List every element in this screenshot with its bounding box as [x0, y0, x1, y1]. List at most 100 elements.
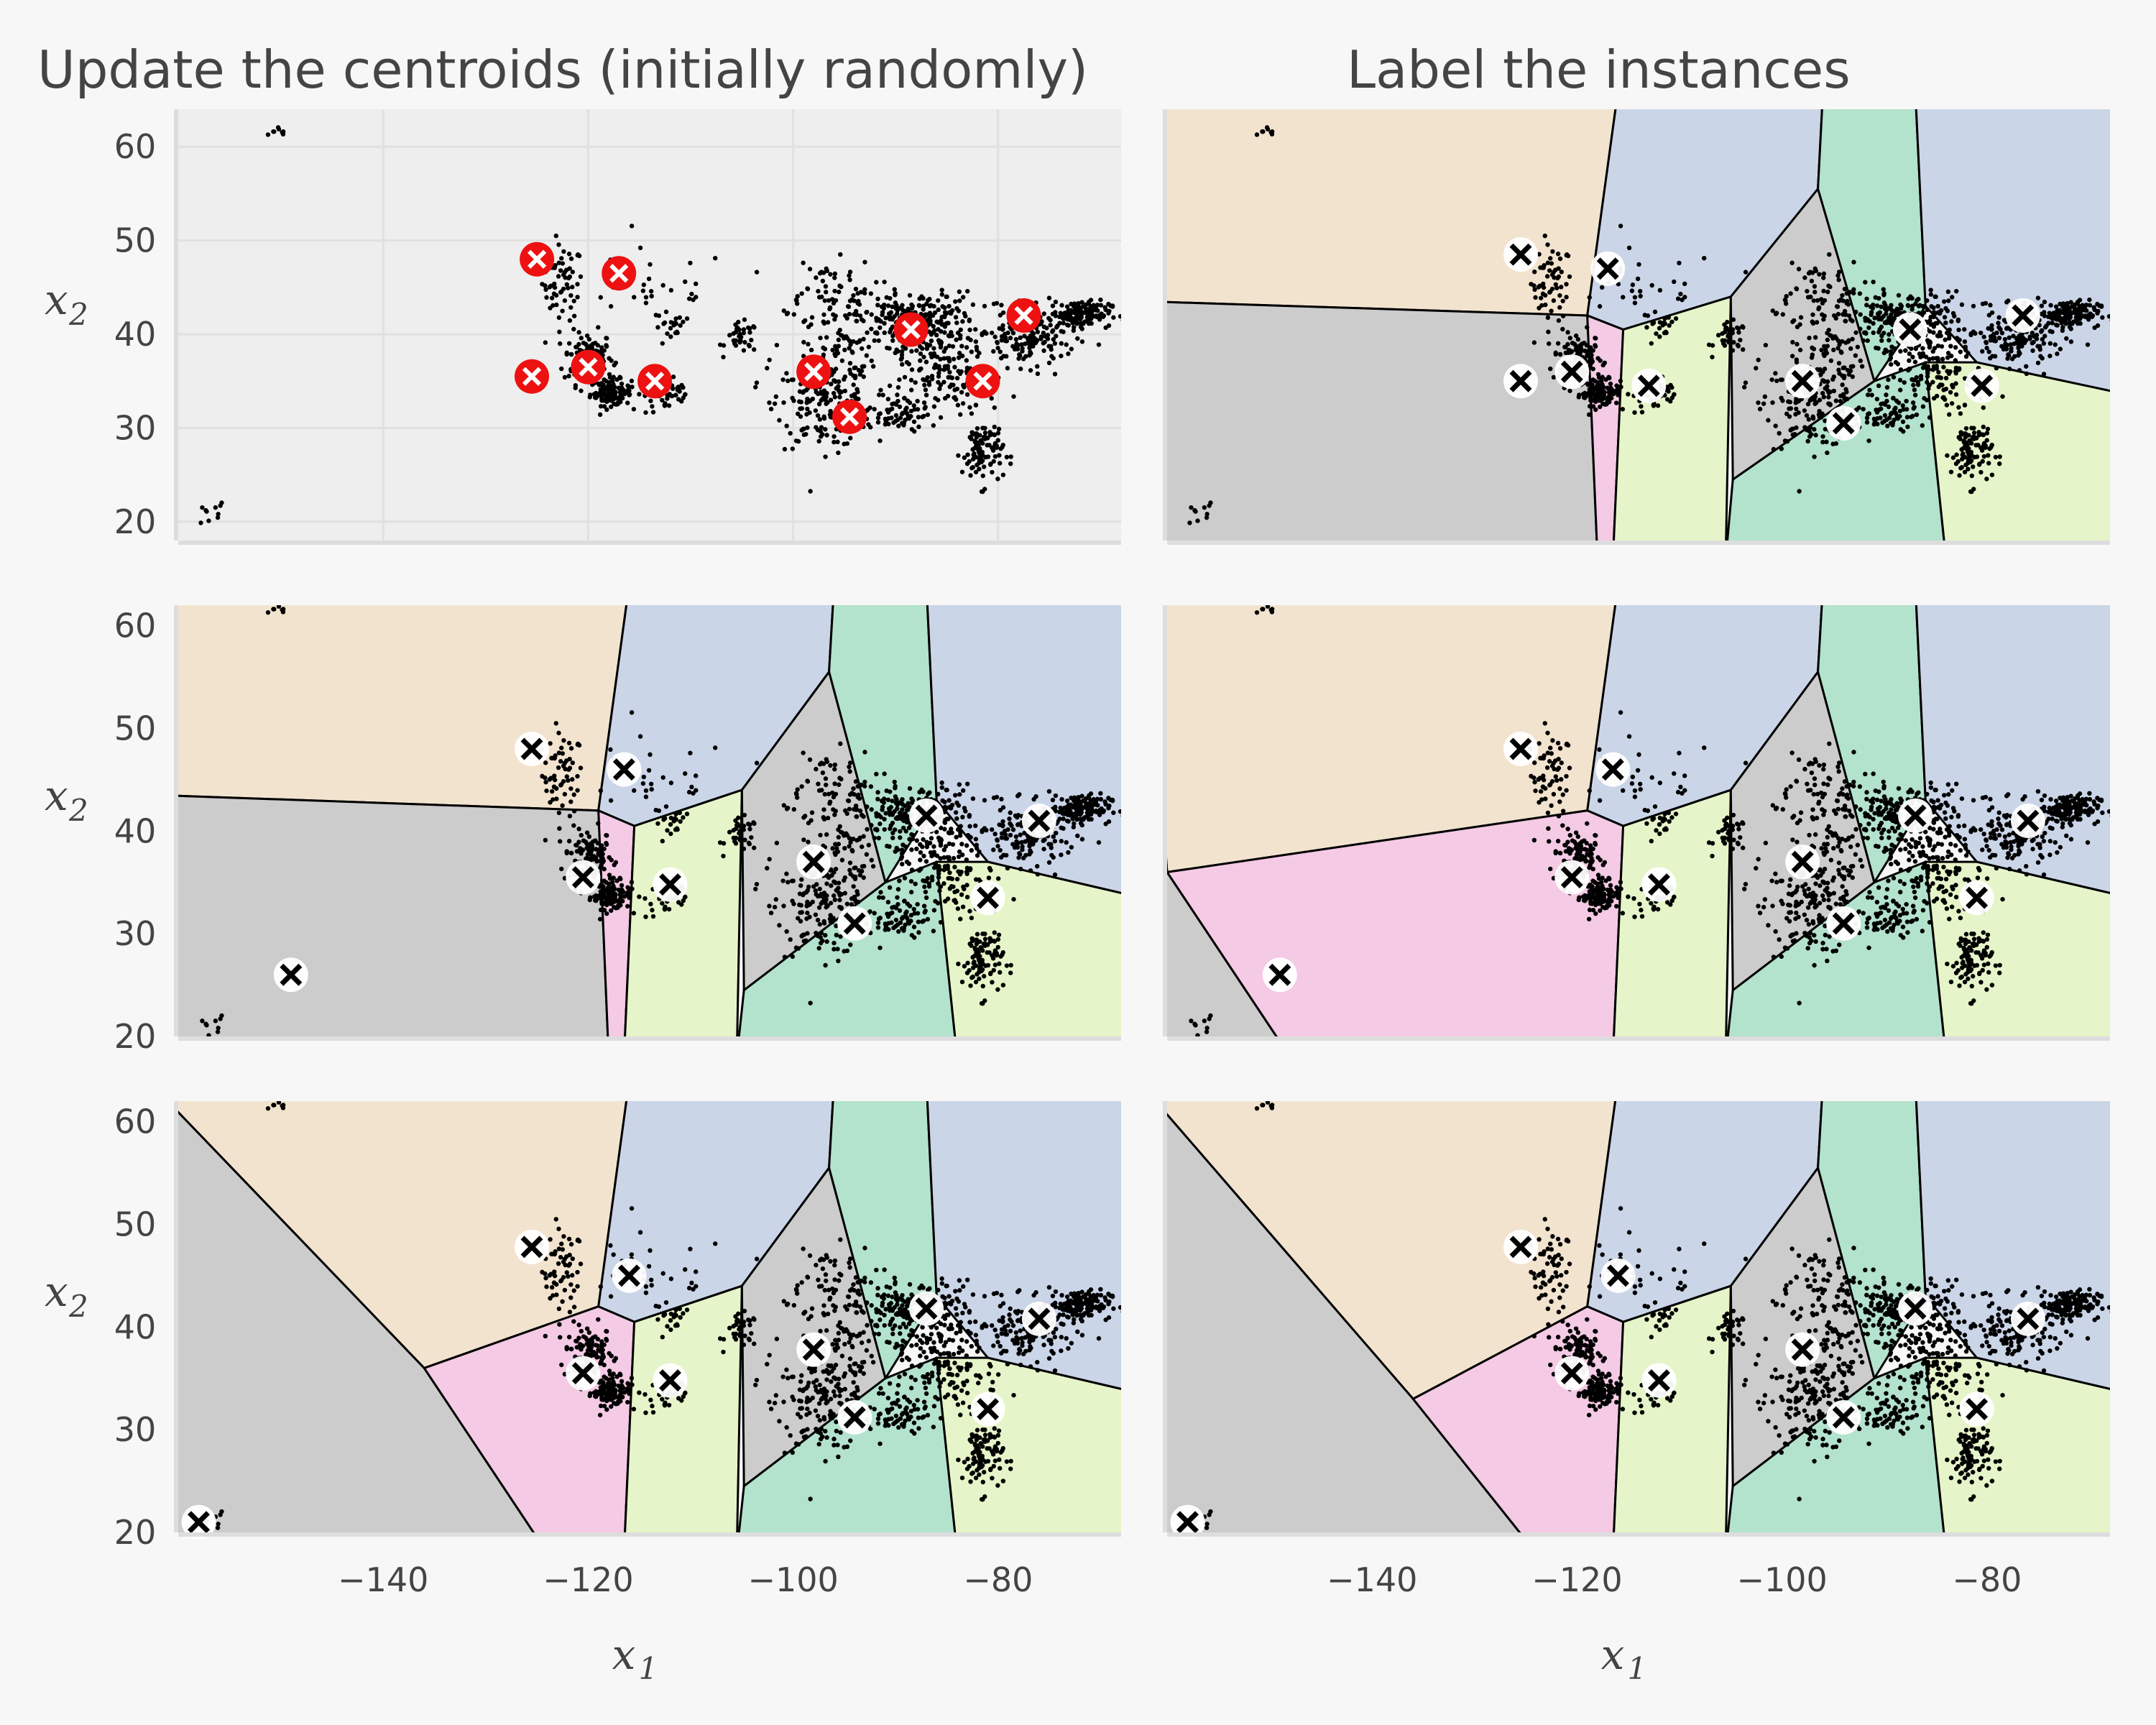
- instance-point: [817, 417, 823, 422]
- instance-point: [1068, 813, 1073, 818]
- instance-point: [1899, 303, 1904, 309]
- instance-point: [1788, 428, 1793, 433]
- instance-point: [599, 901, 604, 906]
- instance-point: [1812, 284, 1818, 289]
- instance-point: [1560, 313, 1566, 318]
- instance-point: [604, 832, 609, 838]
- instance-point: [571, 313, 577, 318]
- instance-point: [931, 908, 937, 913]
- instance-point: [1088, 303, 1093, 309]
- instance-point: [1930, 380, 1935, 385]
- instance-point: [1943, 337, 1948, 342]
- instance-point: [1945, 289, 1951, 295]
- instance-point: [923, 359, 929, 364]
- instance-point: [817, 270, 823, 276]
- instance-point: [610, 880, 615, 885]
- instance-point: [543, 837, 548, 843]
- instance-point: [568, 745, 574, 751]
- instance-point: [1567, 336, 1573, 341]
- instance-point: [924, 301, 929, 307]
- instance-point: [970, 302, 976, 308]
- instance-point: [1810, 414, 1815, 419]
- instance-point: [917, 303, 922, 308]
- instance-point: [1983, 443, 1989, 448]
- instance-point: [899, 352, 905, 357]
- instance-point: [881, 800, 887, 805]
- centroid-marker: [965, 364, 1000, 399]
- instance-point: [995, 477, 1000, 482]
- instance-point: [809, 315, 815, 320]
- instance-point: [560, 803, 565, 809]
- instance-point: [1963, 354, 1969, 359]
- instance-point: [677, 810, 683, 816]
- instance-point: [660, 839, 665, 844]
- instance-point: [1790, 339, 1795, 345]
- instance-point: [554, 293, 559, 298]
- instance-point: [557, 329, 562, 334]
- instance-point: [1015, 840, 1021, 846]
- instance-point: [556, 810, 562, 816]
- instance-point: [678, 323, 683, 328]
- instance-point: [1013, 834, 1019, 840]
- instance-point: [875, 796, 880, 802]
- instance-point: [895, 311, 900, 316]
- instance-point: [1979, 448, 1985, 453]
- instance-point: [549, 788, 555, 794]
- instance-point: [598, 295, 603, 300]
- instance-point: [1822, 353, 1827, 359]
- instance-point: [1912, 392, 1918, 397]
- instance-point: [663, 804, 669, 809]
- instance-point: [607, 356, 612, 361]
- centroid-marker: [893, 312, 929, 347]
- instance-point: [900, 825, 906, 831]
- instance-point: [1756, 400, 1761, 405]
- instance-point: [1770, 308, 1776, 313]
- instance-point: [2037, 347, 2042, 352]
- instance-point: [831, 794, 837, 800]
- instance-point: [986, 875, 992, 880]
- instance-point: [855, 783, 860, 789]
- instance-point: [731, 331, 736, 336]
- instance-point: [2082, 313, 2088, 318]
- instance-point: [958, 824, 963, 829]
- instance-point: [1204, 515, 1210, 520]
- instance-point: [938, 884, 944, 889]
- instance-point: [1884, 392, 1889, 397]
- instance-point: [866, 842, 872, 847]
- instance-point: [576, 330, 581, 335]
- instance-point: [566, 778, 571, 783]
- instance-point: [977, 954, 982, 959]
- voronoi-regions: [1167, 109, 2110, 540]
- instance-point: [566, 839, 572, 844]
- instance-point: [1013, 336, 1019, 342]
- voronoi-cell: [1167, 109, 1617, 317]
- instance-point: [943, 844, 949, 849]
- instance-point: [1046, 360, 1052, 366]
- instance-point: [1843, 318, 1848, 323]
- instance-point: [1836, 270, 1842, 275]
- instance-point: [1654, 331, 1659, 336]
- instance-point: [970, 954, 975, 960]
- instance-point: [1088, 798, 1093, 803]
- instance-point: [828, 763, 833, 768]
- instance-point: [1793, 400, 1798, 405]
- instance-point: [1947, 327, 1952, 333]
- instance-point: [1545, 810, 1551, 816]
- instance-point: [1963, 426, 1969, 431]
- instance-point: [878, 318, 883, 324]
- instance-point: [2054, 313, 2059, 318]
- instance-point: [1879, 338, 1884, 344]
- instance-point: [1883, 303, 1888, 308]
- instance-point: [848, 342, 853, 347]
- instance-point: [1914, 412, 1920, 418]
- instance-point: [823, 454, 828, 459]
- instance-point: [1818, 367, 1823, 372]
- instance-point: [890, 304, 895, 310]
- instance-point: [1836, 361, 1842, 366]
- plot-background: [178, 109, 1121, 540]
- instance-point: [1962, 339, 1968, 344]
- instance-point: [875, 920, 881, 926]
- instance-point: [607, 876, 613, 881]
- instance-point: [1815, 298, 1820, 303]
- instance-point: [831, 893, 837, 898]
